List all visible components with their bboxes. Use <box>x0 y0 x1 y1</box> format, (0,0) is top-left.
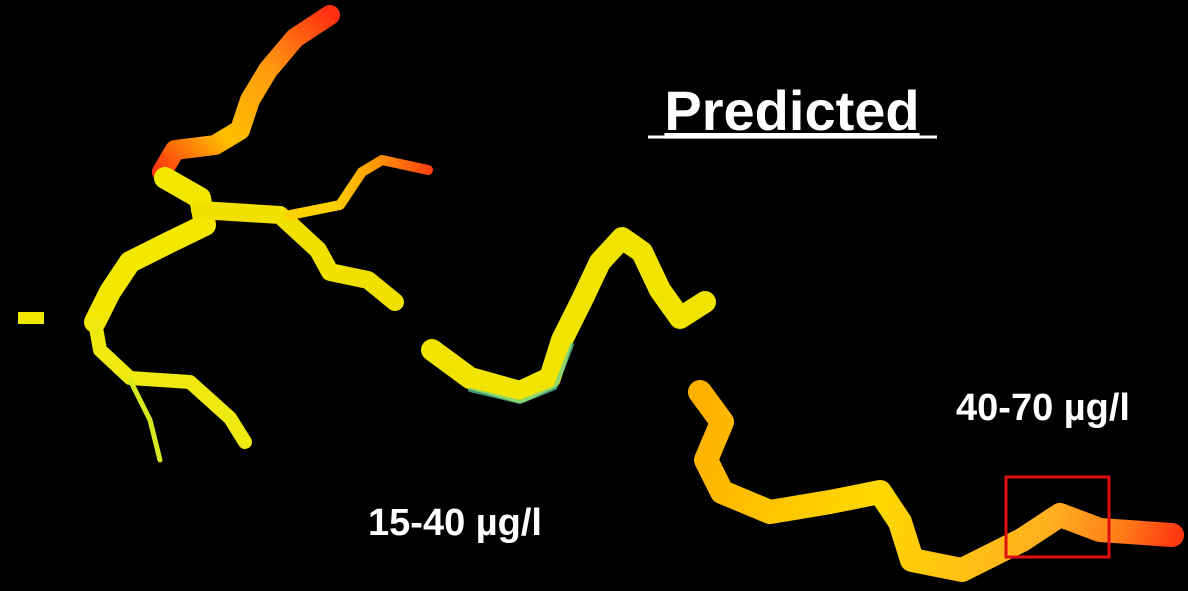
annotation: 40-70 µg/l <box>956 387 1130 429</box>
map: Predicted 40-70 µg/l 15-40 µg/l <box>0 0 1188 591</box>
river <box>18 15 1172 570</box>
river-branch <box>200 210 395 302</box>
river-branch-north <box>290 160 428 215</box>
river-left-lower <box>95 322 245 442</box>
river-middle <box>432 238 705 392</box>
annotation: 15-40 µg/l <box>368 502 542 544</box>
river-left <box>95 178 205 322</box>
river-upper <box>162 15 330 172</box>
river-islet <box>18 312 44 324</box>
page: Predicted 40-70 µg/l 15-40 µg/l (() => {… <box>0 0 1188 591</box>
title: Predicted <box>664 79 919 142</box>
river-left-tail <box>130 380 160 460</box>
